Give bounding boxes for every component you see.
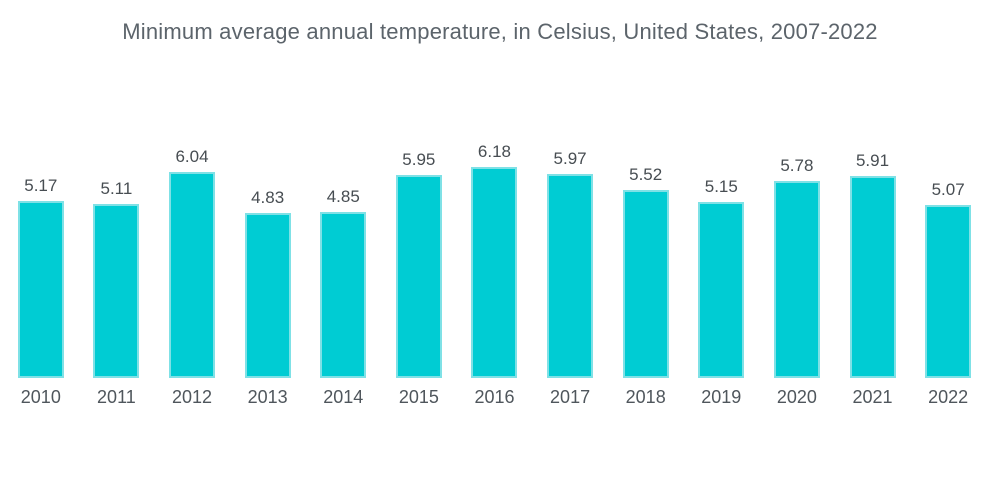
bar (244, 213, 291, 378)
bar (622, 189, 669, 378)
bar-value-label: 5.07 (931, 179, 965, 199)
bar-column: 5.15 2019 (683, 142, 759, 408)
bar-column: 5.91 2021 (835, 142, 911, 408)
bar-value-label: 5.15 (704, 177, 738, 197)
bar-column: 5.78 2020 (759, 142, 835, 408)
bar-value-label: 5.95 (402, 149, 436, 169)
bar-year-label: 2011 (97, 387, 136, 407)
bar (471, 167, 518, 378)
bar-column: 5.95 2015 (381, 142, 457, 408)
bar-column: 4.83 2013 (230, 142, 306, 408)
bar-column: 4.85 2014 (305, 142, 381, 408)
bar-value-label: 5.78 (780, 155, 814, 175)
bar (17, 201, 64, 378)
bar (547, 174, 594, 378)
bar-column: 6.04 2012 (154, 142, 230, 408)
bar (698, 202, 745, 378)
bar (925, 204, 972, 378)
bar-value-label: 4.83 (251, 188, 285, 208)
bar-year-label: 2014 (323, 387, 364, 407)
bar-value-label: 4.85 (326, 187, 360, 207)
bar-year-label: 2018 (625, 387, 666, 407)
bar-value-label: 5.17 (24, 176, 58, 196)
bar (849, 176, 896, 378)
bar-year-label: 2010 (20, 387, 61, 407)
bar-column: 5.17 2010 (3, 142, 79, 408)
bar-value-label: 6.18 (477, 142, 511, 161)
bar-year-label: 2013 (247, 387, 288, 407)
bar-year-label: 2021 (852, 387, 893, 407)
bar-column: 5.11 2011 (79, 142, 155, 408)
bar (169, 171, 216, 378)
bar-year-label: 2017 (550, 387, 591, 407)
bar-column: 5.97 2017 (532, 142, 608, 408)
bar (395, 174, 442, 378)
bar-year-label: 2019 (701, 387, 742, 407)
bar-value-label: 5.97 (553, 149, 587, 169)
bar-chart: 5.17 2010 5.11 2011 6.04 2012 4.83 2013 … (3, 142, 986, 408)
bar (320, 212, 367, 378)
bar-value-label: 5.11 (100, 178, 133, 198)
bar-value-label: 5.52 (629, 164, 663, 184)
bar-year-label: 2015 (398, 387, 439, 407)
bar (773, 180, 820, 378)
bar-column: 5.07 2022 (910, 142, 986, 408)
bar-year-label: 2022 (928, 387, 969, 407)
bar-value-label: 6.04 (175, 146, 209, 166)
bar-column: 5.52 2018 (608, 142, 684, 408)
bar-year-label: 2012 (172, 387, 213, 407)
bar-year-label: 2016 (474, 387, 515, 407)
bar-column: 6.18 2016 (457, 142, 533, 408)
bar-value-label: 5.91 (855, 151, 890, 171)
bar-year-label: 2020 (776, 387, 817, 407)
chart-title: Minimum average annual temperature, in C… (122, 19, 878, 44)
bar (93, 203, 140, 378)
